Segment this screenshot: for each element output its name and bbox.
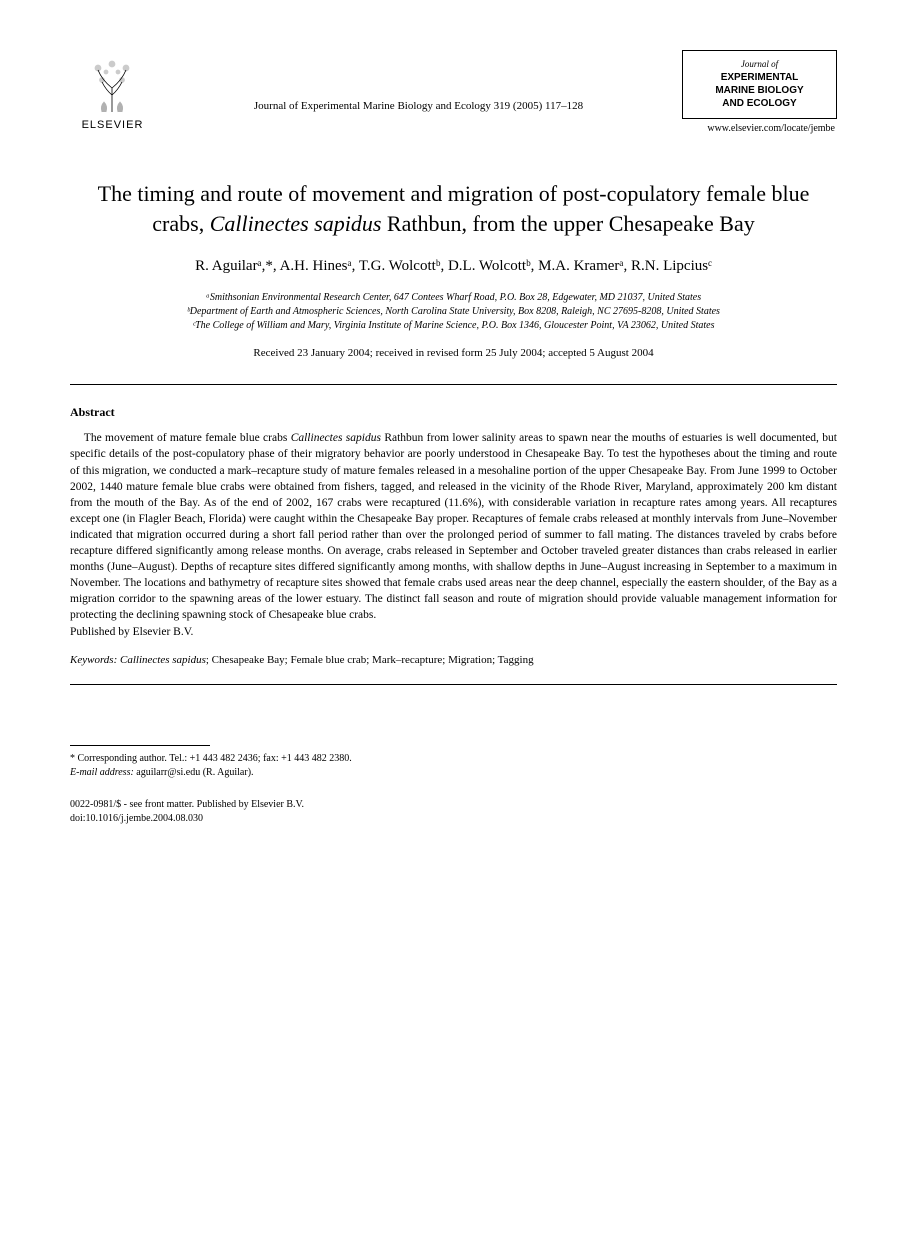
divider-rule-bottom <box>70 684 837 685</box>
journal-name-line2: MARINE BIOLOGY <box>689 84 830 97</box>
footnote-email: E-mail address: aguilarr@si.edu (R. Agui… <box>70 766 837 780</box>
abstract-post: Rathbun from lower salinity areas to spa… <box>70 432 837 621</box>
keywords-species: Callinectes sapidus <box>120 654 206 666</box>
email-value: aguilarr@si.edu (R. Aguilar). <box>134 767 254 778</box>
authors-line: R. Aguilarᵃ,*, A.H. Hinesᵃ, T.G. Wolcott… <box>70 258 837 275</box>
publisher-name: ELSEVIER <box>82 119 144 131</box>
corresponding-author-footnote: * Corresponding author. Tel.: +1 443 482… <box>70 752 837 780</box>
copyright-block: 0022-0981/$ - see front matter. Publishe… <box>70 798 837 826</box>
article-title: The timing and route of movement and mig… <box>70 179 837 238</box>
page-header: ELSEVIER Journal of Experimental Marine … <box>70 50 837 134</box>
affiliation-b: ᵇDepartment of Earth and Atmospheric Sci… <box>70 305 837 319</box>
footnote-rule <box>70 745 210 746</box>
article-dates: Received 23 January 2004; received in re… <box>70 347 837 359</box>
footnote-corr: * Corresponding author. Tel.: +1 443 482… <box>70 752 837 766</box>
abstract-body: The movement of mature female blue crabs… <box>70 430 837 623</box>
keywords-label: Keywords: <box>70 654 120 666</box>
publisher-logo: ELSEVIER <box>70 50 155 131</box>
journal-box-wrapper: Journal of EXPERIMENTAL MARINE BIOLOGY A… <box>682 50 837 134</box>
keywords-line: Keywords: Callinectes sapidus; Chesapeak… <box>70 654 837 666</box>
journal-name-line1: EXPERIMENTAL <box>689 71 830 84</box>
journal-box: Journal of EXPERIMENTAL MARINE BIOLOGY A… <box>682 50 837 119</box>
copyright-line1: 0022-0981/$ - see front matter. Publishe… <box>70 798 837 812</box>
title-species: Callinectes sapidus <box>210 211 382 236</box>
journal-name-line3: AND ECOLOGY <box>689 97 830 110</box>
affiliations: ᵃSmithsonian Environmental Research Cent… <box>70 291 837 333</box>
affiliation-a: ᵃSmithsonian Environmental Research Cent… <box>70 291 837 305</box>
affiliation-c: ᶜThe College of William and Mary, Virgin… <box>70 319 837 333</box>
email-label: E-mail address: <box>70 767 134 778</box>
doi-line: doi:10.1016/j.jembe.2004.08.030 <box>70 812 837 826</box>
citation-line: Journal of Experimental Marine Biology a… <box>155 50 682 112</box>
journal-prefix: Journal of <box>689 59 830 69</box>
keywords-rest: ; Chesapeake Bay; Female blue crab; Mark… <box>206 654 534 666</box>
abstract-pre: The movement of mature female blue crabs <box>84 432 291 444</box>
published-by: Published by Elsevier B.V. <box>70 626 837 638</box>
abstract-species: Callinectes sapidus <box>291 432 381 444</box>
divider-rule <box>70 384 837 385</box>
title-part2: Rathbun, from the upper Chesapeake Bay <box>381 211 754 236</box>
journal-url: www.elsevier.com/locate/jembe <box>682 123 837 134</box>
elsevier-tree-icon <box>80 50 145 115</box>
abstract-heading: Abstract <box>70 405 837 420</box>
